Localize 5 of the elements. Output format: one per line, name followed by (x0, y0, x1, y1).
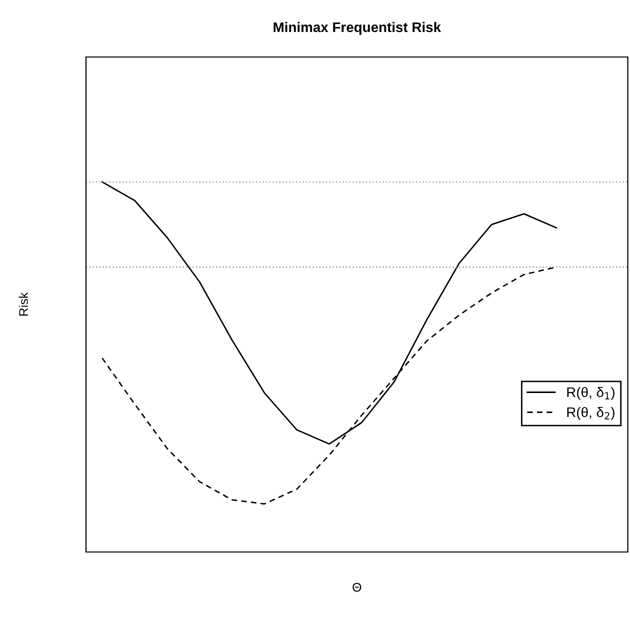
legend-label: R(θ, δ$_{2}$) (567, 406, 614, 420)
y-axis-title: Risk (18, 292, 28, 316)
chart-title: Minimax Frequentist Risk (274, 22, 442, 35)
legend-label: R(θ, δ$_{1}$) (567, 386, 614, 400)
x-axis-title: Θ (352, 582, 362, 592)
